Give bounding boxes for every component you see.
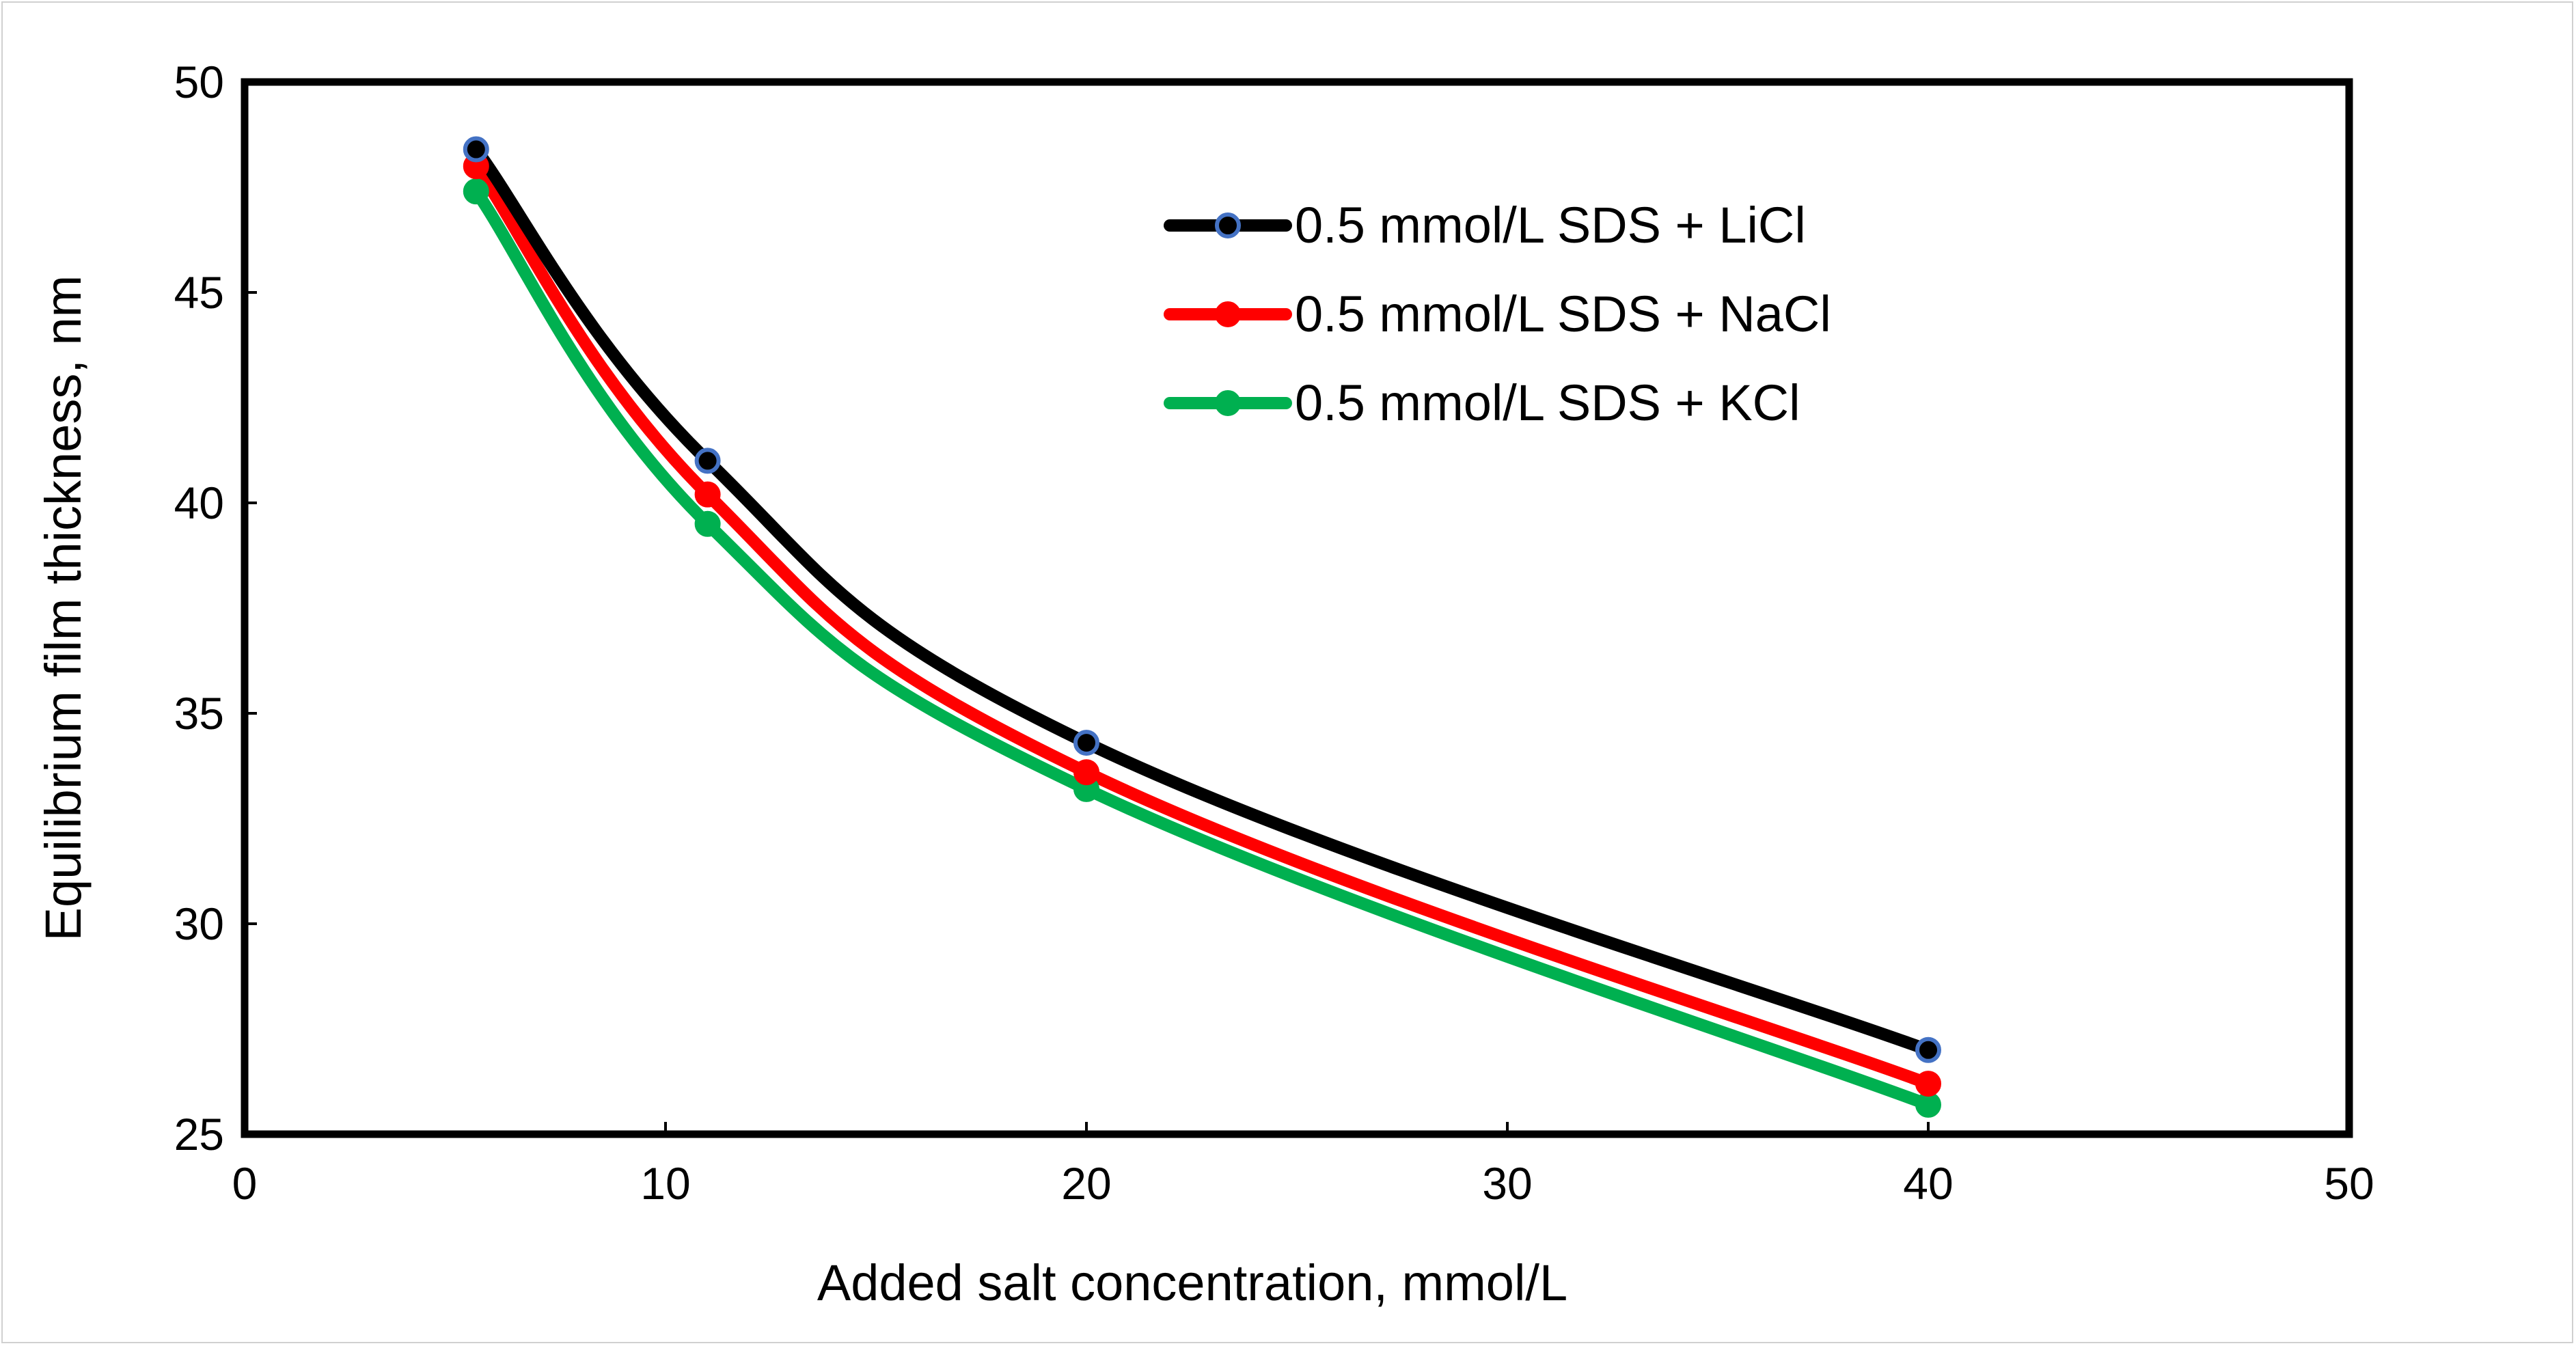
data-point-series-0 (1915, 1036, 1941, 1063)
plot-area-border (241, 78, 2353, 1138)
x-tick-label: 30 (1482, 1158, 1532, 1209)
data-point-series-0 (1073, 730, 1099, 756)
y-tick-label: 25 (174, 1109, 224, 1159)
x-tick-label: 50 (2324, 1158, 2374, 1209)
x-tick-label: 20 (1061, 1158, 1111, 1209)
x-tick-label: 40 (1903, 1158, 1953, 1209)
legend-marker-2 (1215, 390, 1241, 416)
axis-ticks: 0 10 20 30 40 50 25 30 35 40 45 50 (174, 57, 2374, 1209)
y-tick-label: 50 (174, 57, 224, 107)
legend-label-0: 0.5 mmol/L SDS + LiCl (1295, 197, 1806, 253)
legend-label-2: 0.5 mmol/L SDS + KCl (1295, 374, 1800, 431)
y-tick-label: 45 (174, 267, 224, 318)
x-tick-label: 10 (640, 1158, 690, 1209)
series-line-2 (469, 185, 1934, 1111)
data-point-series-2 (463, 178, 489, 205)
data-point-series-0 (694, 448, 721, 474)
data-point-series-2 (1915, 1091, 1941, 1118)
legend-label-1: 0.5 mmol/L SDS + NaCl (1295, 286, 1831, 342)
data-point-series-1 (1073, 759, 1099, 786)
legend-marker-1 (1215, 301, 1241, 327)
data-point-series-1 (1915, 1071, 1941, 1097)
legend: 0.5 mmol/L SDS + LiCl 0.5 mmol/L SDS + Na… (1164, 197, 1831, 431)
y-axis-title: Equilibrium film thickness, nm (35, 275, 92, 942)
x-axis-title: Added salt concentration, mmol/L (817, 1254, 1567, 1311)
data-point-series-1 (694, 481, 721, 508)
data-point-series-0 (463, 136, 489, 163)
y-tick-label: 30 (174, 898, 224, 949)
series-line-1 (469, 160, 1934, 1090)
legend-marker-0 (1215, 212, 1241, 238)
y-tick-label: 40 (174, 478, 224, 528)
series-line-0 (469, 143, 1934, 1056)
data-point-series-2 (694, 510, 721, 537)
series-layer (463, 136, 1941, 1118)
x-tick-label: 0 (232, 1158, 258, 1209)
y-tick-label: 35 (174, 688, 224, 739)
